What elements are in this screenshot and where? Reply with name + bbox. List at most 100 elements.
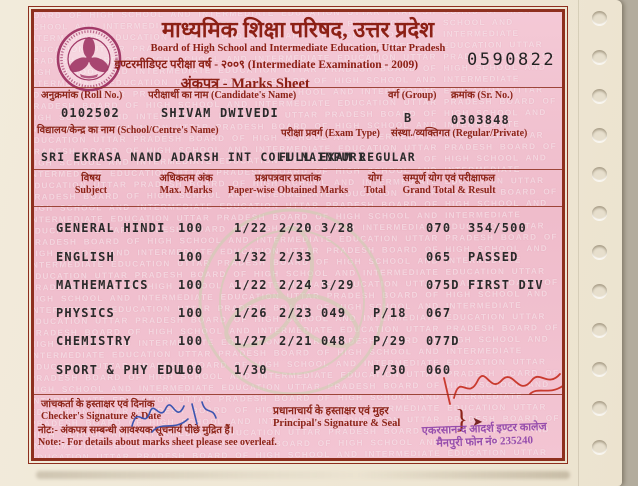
paper3-cell: 3/29 [321,278,355,292]
punch-hole [592,206,607,220]
table-row-general-hindi: GENERAL HINDI 100 1/22 2/20 3/28 070 354… [34,221,562,238]
subject-cell: SPORT & PHY EDU [56,363,183,377]
candidate-name-label: परीक्षार्थी का नाम (Candidate's Name) [148,90,297,101]
group-value: B [404,111,413,125]
principal-signature-ink [443,373,562,405]
max-marks-cell: 100 [178,250,204,264]
sr-number-value: 0303848 [451,113,510,127]
punch-hole [592,50,607,64]
column-header-grand-total: सम्पूर्ण योग एवं परीक्षाफल Grand Total & … [402,173,496,196]
column-header-max-marks: अधिकतम अंक Max. Marks [159,173,213,196]
punch-hole [592,167,607,181]
paper1-cell: 1/27 [234,334,268,348]
paper2-cell: 2/21 [279,334,313,348]
max-marks-cell: 100 [178,363,204,377]
total-cell: 075D [426,278,460,292]
roll-number-label: अनुक्रमांक (Roll No.) [41,90,123,101]
punch-hole [592,128,607,142]
practical-cell: P/18 [373,306,407,320]
paper1-cell: 1/30 [234,363,268,377]
max-marks-cell: 100 [178,306,204,320]
paper1-cell: 1/26 [234,306,268,320]
perforation-crease [578,0,579,486]
paper3-cell: 048 [321,334,347,348]
total-cell: 065 [426,250,452,264]
note-hindi: नोट:- अंकपत्र सम्बन्धी आवश्यक सूचनायें प… [38,425,234,436]
punch-hole [592,89,607,103]
punch-hole [592,440,607,454]
paper2-cell: 2/23 [279,306,313,320]
grand-total-cell: 354/500 [468,221,527,235]
divider-footer [34,394,562,395]
checker-signature-ink [131,401,217,433]
board-title-hindi: माध्यमिक शिक्षा परिषद, उत्तर प्रदेश [161,17,435,42]
grand-total-cell: PASSED [468,250,519,264]
practical-cell: P/29 [373,334,407,348]
paper3-cell: 049 [321,306,347,320]
exam-type-label: परीक्षा प्रवर्ग (Exam Type) [281,128,380,139]
divider-header [34,87,562,88]
punch-hole [592,362,607,376]
punch-hole [592,11,607,25]
paper1-cell: 1/22 [234,278,268,292]
table-row-mathematics: MATHEMATICS 100 1/22 2/24 3/29 075D FIRS… [34,278,562,295]
subject-cell: ENGLISH [56,250,115,264]
subject-cell: PHYSICS [56,306,115,320]
total-cell: 070 [426,221,452,235]
max-marks-cell: 100 [178,334,204,348]
column-header-total: योग Total [364,173,386,196]
sr-number-label: क्रमांक (Sr. No.) [451,90,513,101]
practical-cell: P/30 [373,363,407,377]
total-cell: 067 [426,306,452,320]
max-marks-cell: 100 [178,221,204,235]
exam-type-value: FULL EXAM [279,150,353,164]
punch-hole [592,401,607,415]
marks-sheet-paper: BOARD OF HIGH SCHOOL AND INTERMEDIATE ED… [0,0,622,486]
roll-number-value: 0102502 [61,106,120,120]
checker-signature-block: जांचकर्ता के हस्ताक्षर एवं दिनांक Checke… [41,399,161,423]
punch-hole [592,284,607,298]
principal-label-english: Principal's Signature & Seal [273,418,401,429]
subject-cell: MATHEMATICS [56,278,149,292]
divider-table-top [34,169,562,170]
category-value: REGULAR [359,150,416,164]
stamp-arrow-icon: ➤ [472,414,483,429]
total-cell: 077D [426,334,460,348]
note-block: नोट:- अंकपत्र सम्बन्धी आवश्यक सूचनायें प… [38,425,277,449]
table-row-physics: PHYSICS 100 1/26 2/23 049 P/18 067 [34,306,562,323]
principal-signature-block: प्रधानाचार्य के हस्ताक्षर एवं मुहर Princ… [273,406,400,430]
table-row-sport-phy-edu: SPORT & PHY EDU 100 1/30 P/30 060 [34,363,562,380]
paper1-cell: 1/22 [234,221,268,235]
total-cell: 060 [426,363,452,377]
table-row-english: ENGLISH 100 1/32 2/33 065 PASSED [34,250,562,267]
paper2-cell: 2/33 [279,250,313,264]
board-title-english: Board of High School and Intermediate Ed… [150,43,446,54]
school-name-label: विद्यालय/केन्द्र का नाम (School/Centre's… [37,125,219,136]
punch-hole [592,323,607,337]
serial-number: 0590822 [467,50,557,70]
paper2-cell: 2/24 [279,278,313,292]
paper3-cell: 3/28 [321,221,355,235]
divider-table-header [34,206,562,207]
max-marks-cell: 100 [178,278,204,292]
board-emblem-icon [56,26,122,92]
principal-label-hindi: प्रधानाचार्य के हस्ताक्षर एवं मुहर [273,406,389,417]
column-header-paperwise: प्रश्नपत्रवार प्राप्तांक Paper-wise Obtai… [227,173,349,196]
candidate-name-value: SHIVAM DWIVEDI [161,106,279,120]
bottom-edge-smudge [36,471,570,479]
subject-cell: CHEMISTRY [56,334,132,348]
checker-label-hindi: जांचकर्ता के हस्ताक्षर एवं दिनांक [41,399,155,410]
paper2-cell: 2/20 [279,221,313,235]
school-name-value: SRI EKRASA NAND ADARSH INT COLL MAINPURI [41,150,366,164]
document-title: अंकपत्र - Marks Sheet [180,76,310,92]
exam-year-line: इण्टरमीडिएट परीक्षा वर्ष - २००९ (Interme… [114,59,419,71]
subject-cell: GENERAL HINDI [56,221,166,235]
punch-hole [592,245,607,259]
table-row-chemistry: CHEMISTRY 100 1/27 2/21 048 P/29 077D [34,334,562,351]
column-header-subject: विषय Subject [74,173,108,196]
checker-label-english: Checker's Signature & Date [41,411,162,422]
note-english: Note:- For details about marks sheet ple… [38,437,277,448]
principal-brace: } [455,404,468,434]
category-label: संस्था./व्यक्तिगत (Regular/Private) [391,128,528,139]
group-label: वर्ग (Group) [388,90,437,101]
